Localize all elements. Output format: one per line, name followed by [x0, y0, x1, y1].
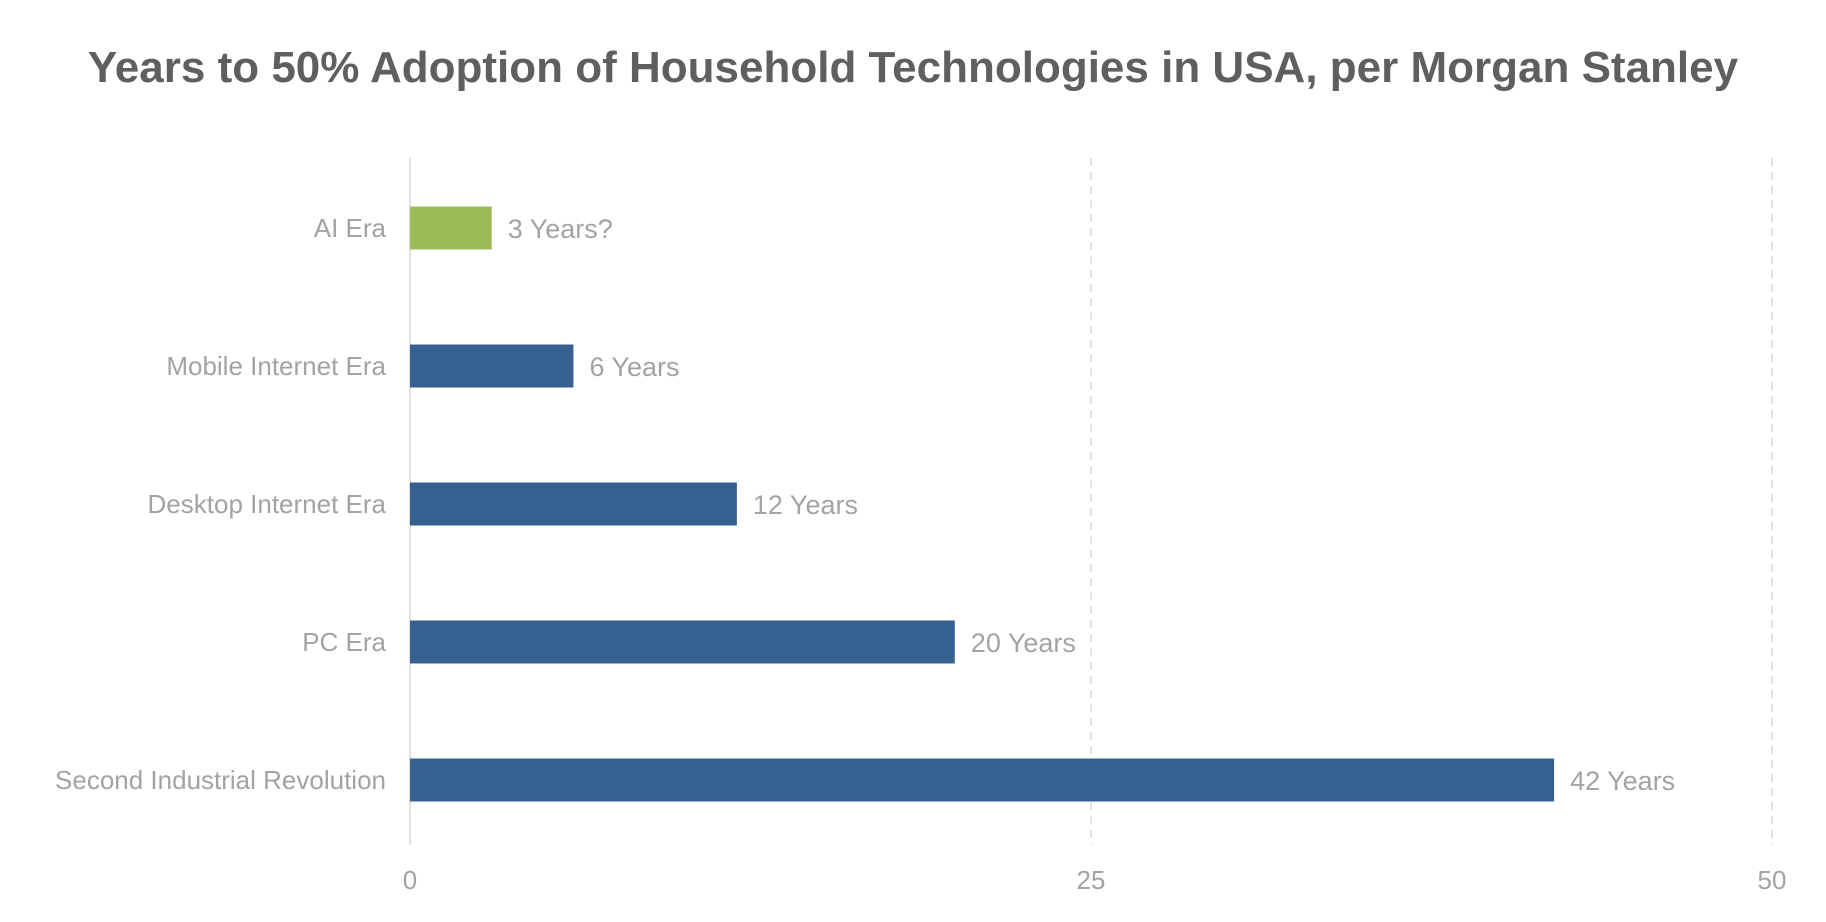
x-tick-label: 25: [1077, 865, 1106, 895]
x-axis-ticks: 0 25 50: [403, 865, 1787, 895]
bar: [410, 482, 737, 526]
category-label: AI Era: [314, 213, 387, 243]
x-tick-label: 50: [1758, 865, 1787, 895]
data-label: 20 Years: [971, 628, 1076, 658]
category-label: Mobile Internet Era: [166, 351, 386, 381]
category-labels: AI Era Mobile Internet Era Desktop Interne…: [55, 213, 387, 795]
chart-title: Years to 50% Adoption of Household Techn…: [88, 43, 1739, 92]
category-label: Second Industrial Revolution: [55, 765, 386, 795]
bar: [410, 758, 1555, 802]
bar: [410, 620, 955, 664]
x-axis-title: Y: [1051, 919, 1070, 922]
data-label: 42 Years: [1570, 766, 1675, 796]
data-label: 6 Years: [589, 352, 679, 382]
bar: [410, 344, 574, 388]
x-tick-label: 0: [403, 865, 417, 895]
data-label: 3 Years?: [508, 214, 613, 244]
bars: [410, 206, 1555, 802]
data-labels: 3 Years? 6 Years 12 Years 20 Years 42 Years: [508, 214, 1675, 796]
category-label: Desktop Internet Era: [148, 489, 387, 519]
data-label: 12 Years: [753, 490, 858, 520]
bar: [410, 206, 492, 250]
category-label: PC Era: [302, 627, 386, 657]
